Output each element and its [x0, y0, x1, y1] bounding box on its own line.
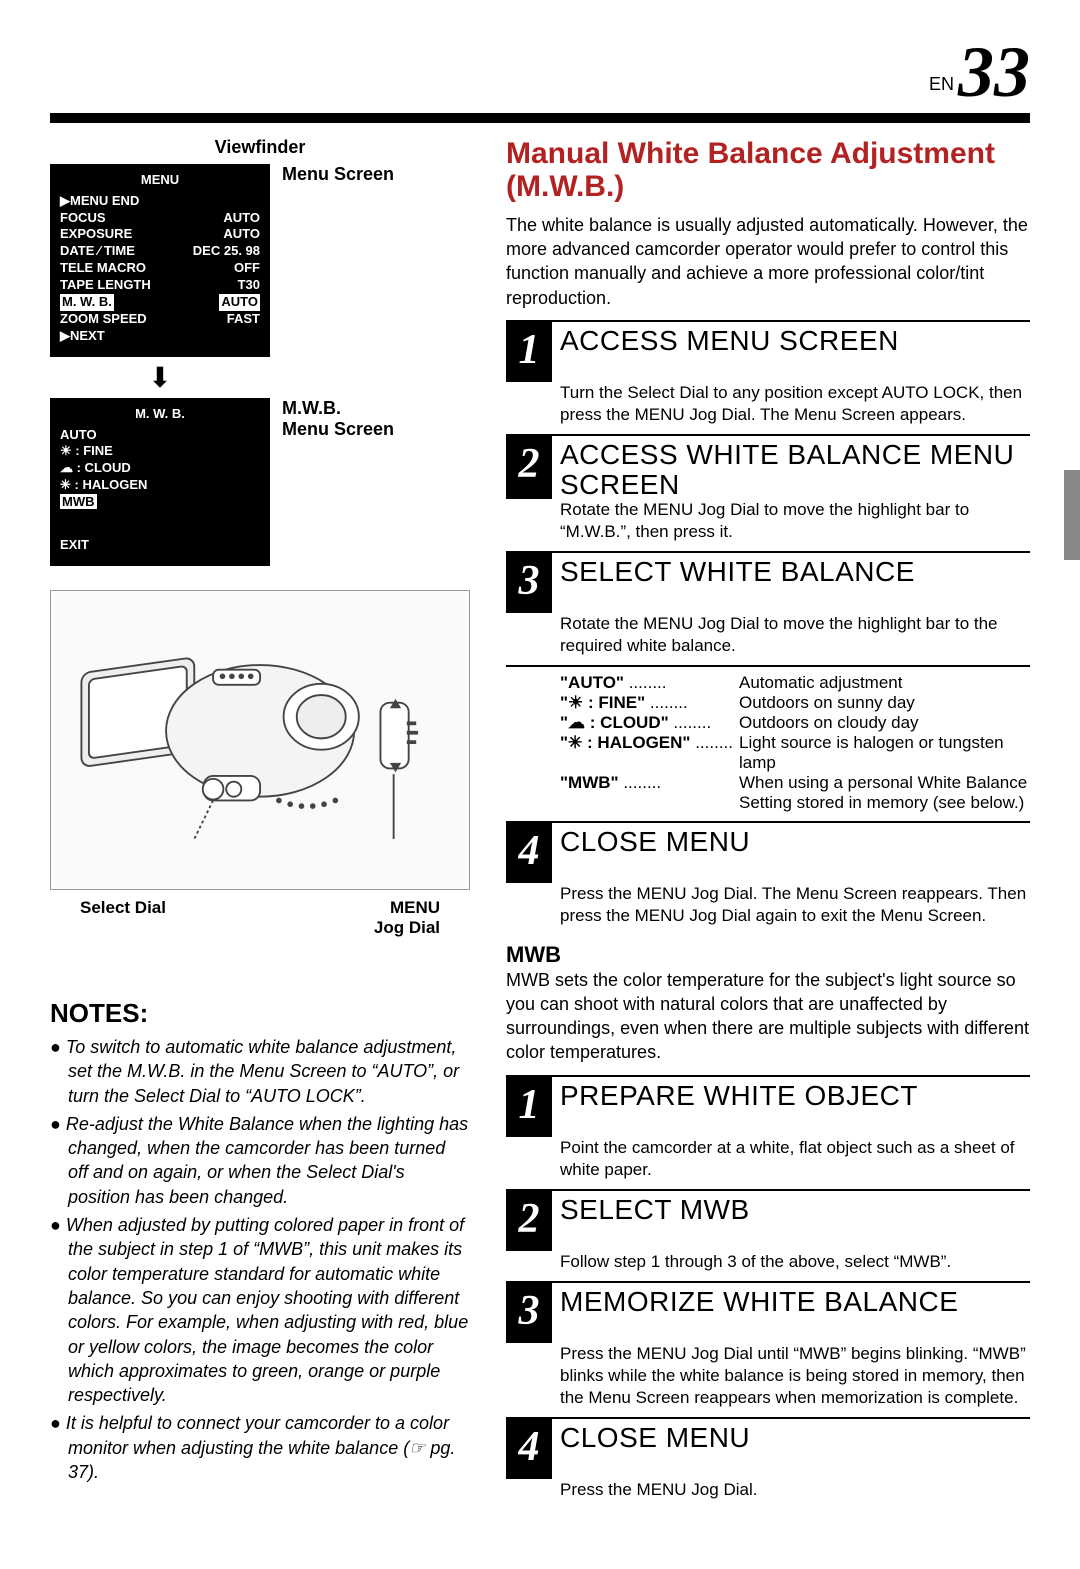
step-title: MEMORIZE WHITE BALANCE	[560, 1287, 1030, 1316]
camcorder-labels: Select Dial MENU Jog Dial	[50, 898, 470, 938]
step-number: 2	[506, 1191, 552, 1251]
white-balance-options: "AUTO" ........Automatic adjustment"☀ : …	[506, 673, 1030, 813]
step-title: SELECT WHITE BALANCE	[560, 557, 1030, 586]
note-item: Re-adjust the White Balance when the lig…	[50, 1112, 470, 1209]
note-item: To switch to automatic white balance adj…	[50, 1035, 470, 1108]
camcorder-illustration	[50, 590, 470, 890]
menu-row: TELE MACROOFF	[60, 260, 260, 277]
step-number: 4	[506, 823, 552, 883]
mwb-title: M. W. B.	[60, 406, 260, 423]
mwb-exit: EXIT	[60, 537, 260, 554]
step-title: ACCESS WHITE BALANCE MENU SCREEN	[560, 440, 1030, 499]
mwb-screen-box: M. W. B. AUTO☀ : FINE☁ : CLOUD✳ : HALOGE…	[50, 398, 270, 566]
step-body: Press the MENU Jog Dial.	[506, 1479, 1030, 1501]
note-item: It is helpful to connect your camcorder …	[50, 1411, 470, 1484]
page-edge-tab	[1064, 470, 1080, 560]
wb-option: "MWB" ........When using a personal Whit…	[560, 773, 1030, 813]
section-title: Manual White Balance Adjustment (M.W.B.)	[506, 137, 1030, 203]
wb-option: "☀ : FINE" ........Outdoors on sunny day	[560, 693, 1030, 713]
step-title: PREPARE WHITE OBJECT	[560, 1081, 1030, 1110]
step-body: Press the MENU Jog Dial. The Menu Screen…	[506, 883, 1030, 927]
menu-row: ▶NEXT	[60, 328, 260, 345]
notes-heading: NOTES:	[50, 998, 470, 1029]
lang-label: EN	[929, 74, 954, 95]
menu-row: DATE ⁄ TIMEDEC 25. 98	[60, 243, 260, 260]
mwb-subheading: MWB	[506, 942, 1030, 968]
step-number: 2	[506, 436, 552, 499]
menu-row: EXPOSUREAUTO	[60, 226, 260, 243]
step-number: 4	[506, 1419, 552, 1479]
select-dial-label: Select Dial	[80, 898, 166, 938]
step-body: Rotate the MENU Jog Dial to move the hig…	[506, 613, 1030, 657]
mwb-screen-label: M.W.B. Menu Screen	[282, 398, 394, 441]
step-body: Turn the Select Dial to any position exc…	[506, 382, 1030, 426]
step-title: SELECT MWB	[560, 1195, 1030, 1224]
step-body: Point the camcorder at a white, flat obj…	[506, 1137, 1030, 1181]
page-number-region: EN 33	[50, 40, 1030, 105]
step-title: CLOSE MENU	[560, 1423, 1030, 1452]
menu-screen-label: Menu Screen	[282, 164, 394, 186]
header-bar	[50, 113, 1030, 123]
wb-option: "☁ : CLOUD" ........Outdoors on cloudy d…	[560, 713, 1030, 733]
intro-text: The white balance is usually adjusted au…	[506, 213, 1030, 310]
menu-row: TAPE LENGTHT30	[60, 277, 260, 294]
mwb-row: ✳ : HALOGEN	[60, 477, 260, 494]
arrow-down-icon: ⬇	[50, 361, 270, 394]
wb-option: "✳ : HALOGEN" ........Light source is ha…	[560, 733, 1030, 773]
menu-title: MENU	[60, 172, 260, 189]
mwb-row: ☁ : CLOUD	[60, 460, 260, 477]
viewfinder-label: Viewfinder	[50, 137, 470, 158]
step-number: 3	[506, 553, 552, 613]
menu-row: ZOOM SPEEDFAST	[60, 311, 260, 328]
step-number: 1	[506, 322, 552, 382]
wb-option: "AUTO" ........Automatic adjustment	[560, 673, 1030, 693]
mwb-row-highlight: MWB	[60, 494, 260, 511]
step-number: 1	[506, 1077, 552, 1137]
menu-screen-box: MENU ▶MENU ENDFOCUSAUTOEXPOSUREAUTODATE …	[50, 164, 270, 357]
step-body: Press the MENU Jog Dial until “MWB” begi…	[506, 1343, 1030, 1409]
notes-list: To switch to automatic white balance adj…	[50, 1035, 470, 1484]
step-title: CLOSE MENU	[560, 827, 1030, 856]
note-item: When adjusted by putting colored paper i…	[50, 1213, 470, 1407]
mwb-sub-body: MWB sets the color temperature for the s…	[506, 968, 1030, 1065]
menu-row: FOCUSAUTO	[60, 210, 260, 227]
menu-row-highlight: M. W. B.AUTO	[60, 294, 260, 311]
step-body: Follow step 1 through 3 of the above, se…	[506, 1251, 1030, 1273]
menu-row: ▶MENU END	[60, 193, 260, 210]
menu-jog-dial-label: MENU Jog Dial	[374, 898, 440, 938]
mwb-row: AUTO	[60, 427, 260, 444]
mwb-row: ☀ : FINE	[60, 443, 260, 460]
step-title: ACCESS MENU SCREEN	[560, 326, 1030, 355]
step-body: Rotate the MENU Jog Dial to move the hig…	[506, 499, 1030, 543]
page-number: 33	[958, 40, 1030, 105]
step-number: 3	[506, 1283, 552, 1343]
